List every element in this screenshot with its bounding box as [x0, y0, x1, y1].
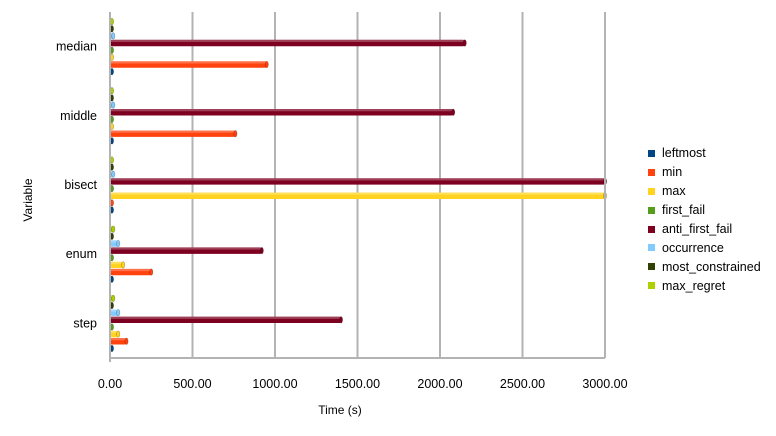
- x-tick-label: 2000.00: [417, 377, 462, 391]
- bar-highlight: [110, 268, 152, 272]
- legend-swatch: [648, 263, 655, 271]
- y-tick-label: step: [73, 316, 97, 330]
- bar-cap: [116, 239, 121, 247]
- legend-label: max_regret: [662, 278, 726, 293]
- bar-highlight: [110, 240, 119, 243]
- bar-min-median: [110, 61, 267, 68]
- bar-cap: [149, 268, 154, 276]
- legend-label: first_fail: [662, 203, 706, 218]
- legend-swatch: [648, 187, 655, 195]
- legend-item-occurrence: occurrence: [648, 238, 761, 257]
- x-tick-label: 2500.00: [500, 377, 545, 391]
- legend-swatch: [648, 168, 655, 176]
- bar-cap: [339, 316, 343, 324]
- bar-occurrence-step: [110, 309, 119, 316]
- bar-cap: [121, 261, 126, 269]
- legend-item-max_regret: max_regret: [648, 276, 761, 295]
- y-tick-label: middle: [60, 109, 97, 123]
- y-tick-label: bisect: [64, 178, 97, 192]
- x-tick-label: 1500.00: [335, 377, 380, 391]
- y-axis-title: Variable: [21, 178, 35, 222]
- bar-highlight: [110, 247, 262, 250]
- legend-item-anti_first_fail: anti_first_fail: [648, 220, 761, 239]
- bar-cap: [111, 225, 116, 233]
- y-tick-label: enum: [66, 247, 97, 261]
- bar-cap: [124, 337, 129, 345]
- bar-max-step: [110, 330, 119, 338]
- legend-label: occurrence: [662, 240, 724, 255]
- bar-anti_first_fail-enum: [110, 247, 262, 254]
- legend-swatch: [648, 149, 655, 157]
- bar-min-step: [110, 338, 127, 345]
- legend-label: max: [662, 184, 686, 199]
- bar-min-middle: [110, 130, 236, 137]
- x-tick-label: 3000.00: [582, 377, 627, 391]
- legend-label: anti_first_fail: [662, 222, 733, 236]
- bar-highlight: [110, 338, 127, 341]
- bar-highlight: [110, 261, 124, 264]
- bar-cap: [233, 130, 238, 138]
- bar-cap: [462, 39, 467, 47]
- legend-swatch: [648, 244, 655, 252]
- bar-cap: [259, 247, 264, 255]
- legend-label: leftmost: [662, 146, 706, 161]
- bar-cap: [111, 294, 116, 302]
- bar-highlight: [110, 130, 236, 133]
- bar-anti_first_fail-median: [110, 39, 465, 47]
- y-tick-label: median: [56, 40, 97, 54]
- bar-cap: [111, 32, 116, 40]
- bar-anti_first_fail-bisect: [110, 178, 605, 185]
- bar-highlight: [110, 178, 605, 181]
- axes: [109, 12, 606, 362]
- bar-cap: [116, 330, 121, 338]
- bar-cap: [451, 108, 456, 116]
- bar-occurrence-enum: [110, 240, 119, 247]
- tick-labels: 0.00 500.00 1000.00 1500.00 2000.00 2500.00 30…: [56, 40, 628, 391]
- legend-swatch: [648, 206, 655, 214]
- bar-max-enum: [110, 261, 124, 269]
- legend-item-most_constrained: most_constrained: [648, 257, 761, 276]
- bar-highlight: [110, 39, 465, 43]
- bar-cap: [116, 309, 121, 317]
- bar-highlight: [110, 192, 605, 195]
- bar-max-bisect: [110, 192, 605, 199]
- x-tick-label: 0.00: [98, 377, 122, 391]
- legend-swatch: [648, 282, 655, 290]
- bar-anti_first_fail-step: [110, 316, 341, 324]
- legend-label: most_constrained: [662, 259, 761, 274]
- bar-anti_first_fail-middle: [110, 109, 454, 116]
- bar-highlight: [110, 61, 267, 64]
- bar-min-enum: [110, 268, 152, 276]
- bar-highlight: [110, 309, 119, 312]
- legend-label: min: [662, 165, 683, 180]
- legend-swatch: [648, 225, 655, 233]
- bars: [110, 18, 607, 352]
- bar-highlight: [110, 316, 341, 319]
- legend-item-min: min: [648, 163, 761, 182]
- legend-item-leftmost: leftmost: [648, 144, 761, 163]
- bar-cap: [264, 60, 269, 68]
- legend-item-first_fail: first_fail: [648, 201, 761, 220]
- bar-cap: [111, 170, 116, 178]
- x-tick-label: 500.00: [173, 377, 211, 391]
- bar-highlight: [110, 330, 119, 334]
- legend-item-max: max: [648, 182, 761, 201]
- x-axis-title: Time (s): [318, 403, 362, 417]
- bar-highlight: [110, 109, 454, 112]
- bar-cap: [111, 101, 116, 109]
- x-tick-label: 1000.00: [252, 377, 297, 391]
